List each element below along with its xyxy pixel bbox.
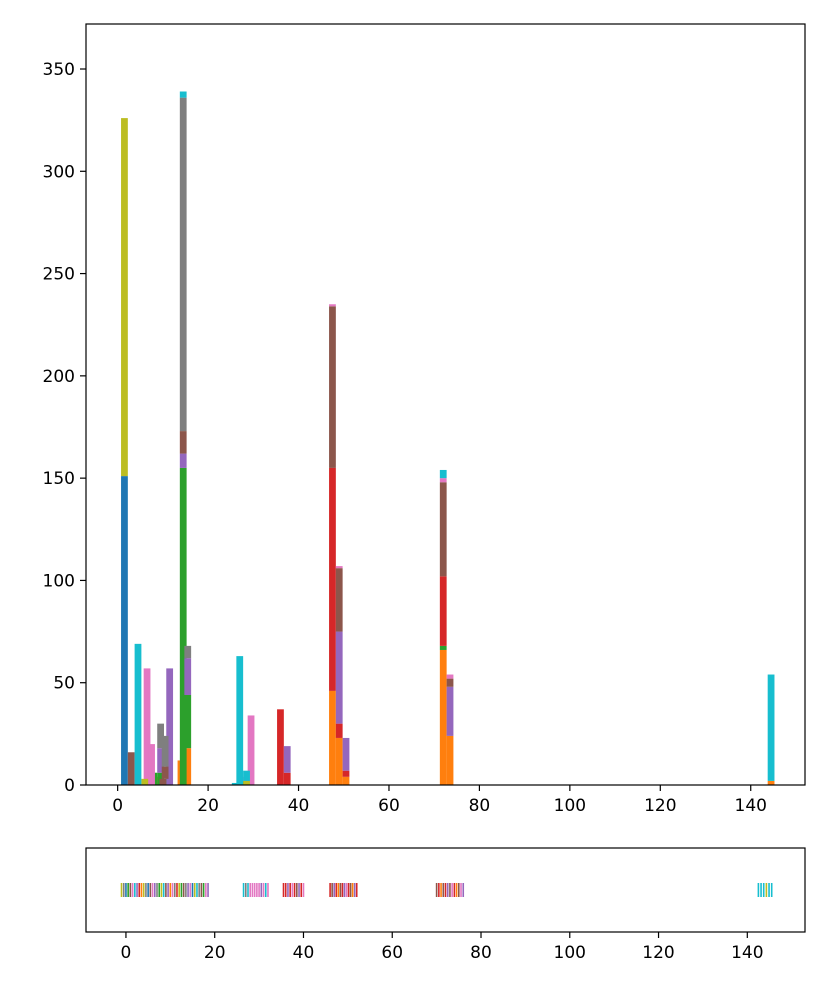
strip-x-tick-label: 40 — [293, 943, 315, 963]
bar-series-6-6 — [439, 478, 447, 483]
bar-series-4-0 — [157, 748, 164, 773]
bar-series-1-6 — [439, 649, 447, 785]
y-tick-label: 50 — [53, 674, 75, 694]
bar-series-9-2 — [231, 782, 239, 785]
bar-series-3-3 — [329, 467, 336, 691]
strip-x-tick-label: 120 — [642, 943, 674, 963]
y-tick-label: 150 — [43, 469, 75, 489]
bar-series-5-0 — [127, 752, 135, 785]
x-tick-label: 80 — [469, 796, 491, 816]
bar-series-2-4 — [184, 694, 192, 749]
bar-series-7-1 — [161, 735, 169, 767]
strip-x-tick-label: 80 — [470, 943, 492, 963]
x-tick-label: 60 — [378, 796, 400, 816]
bar-series-3-4 — [335, 723, 343, 738]
bar-series-5-2 — [161, 766, 169, 779]
bar-series-6-4 — [329, 304, 336, 307]
bar-series-6-3 — [247, 715, 255, 785]
y-tick-label: 200 — [43, 367, 75, 387]
rug-strip-plot: 0 20 40 60 80 100 120 140 — [85, 847, 806, 963]
main-plot-frame — [85, 23, 806, 786]
bar-series-3-1 — [277, 709, 284, 785]
bar-series-6-0 — [143, 668, 151, 785]
strip-x-tick-label: 100 — [554, 943, 586, 963]
bar-series-7-0 — [157, 723, 164, 749]
bar-series-3-2 — [283, 772, 291, 785]
x-tick-label: 0 — [112, 796, 123, 816]
bar-series-5-7 — [446, 678, 454, 687]
bar-series-1-2 — [184, 748, 192, 785]
bar-series-1-7 — [446, 735, 454, 785]
bar-series-1-5 — [342, 776, 350, 785]
bar-series-6-1 — [148, 744, 155, 785]
y-tick-label: 100 — [43, 571, 75, 591]
y-tick-label: 250 — [43, 265, 75, 285]
bar-series-4-1 — [166, 668, 174, 785]
bar-series-9-4 — [243, 770, 250, 781]
bar-series-8-1 — [141, 778, 149, 785]
bar-series-9-3 — [236, 656, 244, 785]
bar-series-9-1 — [179, 91, 187, 98]
strip-x-tick-label: 20 — [204, 943, 226, 963]
bar-series-2-6 — [439, 645, 447, 650]
bar-series-5-5 — [335, 568, 343, 632]
bar-series-4-4 — [283, 746, 291, 773]
bar-series-0-0 — [121, 476, 128, 785]
bar-series-3-6 — [439, 576, 447, 646]
y-tick-label: 0 — [64, 776, 75, 796]
x-tick-label: 140 — [735, 796, 767, 816]
bar-series-8-2 — [243, 780, 250, 785]
bar-series-4-5 — [335, 631, 343, 724]
bar-series-6-5 — [335, 566, 343, 569]
bar-series-5-1 — [159, 778, 167, 785]
strip-x-tick-label: 0 — [121, 943, 132, 963]
x-tick-label: 100 — [554, 796, 586, 816]
strip-plot-frame — [85, 847, 806, 933]
bar-series-5-3 — [179, 431, 187, 454]
bar-series-5-4 — [329, 306, 336, 468]
x-tick-label: 120 — [644, 796, 676, 816]
x-tick-label: 40 — [288, 796, 310, 816]
bar-series-4-3 — [184, 658, 192, 695]
bar-series-7-3 — [184, 645, 192, 659]
strip-x-tick-label: 60 — [381, 943, 403, 963]
main-histogram-plot: 0 20 40 60 80 100 120 140 0 50 100 150 200 250 300 350 — [43, 23, 806, 816]
bar-series-1-4 — [335, 737, 343, 785]
strip-x-tick-label: 140 — [731, 943, 763, 963]
bar-series-1-3 — [329, 690, 336, 785]
bar-series-8-0 — [121, 118, 128, 477]
bar-series-4-6 — [342, 737, 350, 771]
bar-series-7-2 — [179, 97, 187, 432]
bar-series-4-7 — [446, 686, 454, 736]
y-tick-label: 300 — [43, 162, 75, 182]
x-tick-label: 20 — [197, 796, 219, 816]
bar-series-9-6 — [767, 674, 775, 781]
bar-series-4-2 — [179, 453, 187, 468]
y-tick-label: 350 — [43, 60, 75, 80]
bar-series-3-5 — [342, 770, 350, 777]
bar-series-2-3 — [179, 467, 187, 785]
bar-series-9-0 — [134, 643, 142, 785]
bar-series-6-7 — [446, 674, 454, 679]
bar-series-1-8 — [767, 780, 775, 785]
bar-series-9-5 — [439, 469, 447, 479]
bar-series-5-6 — [439, 482, 447, 577]
